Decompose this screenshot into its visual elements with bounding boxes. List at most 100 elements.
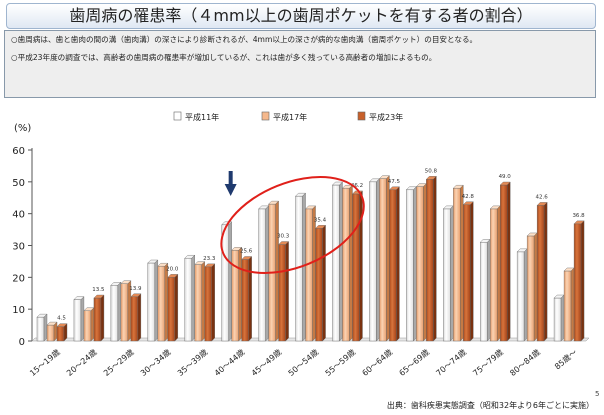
bar-front bbox=[406, 189, 414, 342]
bar bbox=[479, 238, 491, 342]
bar-front bbox=[157, 265, 166, 342]
bar-front bbox=[73, 299, 82, 342]
bar-front bbox=[369, 181, 377, 342]
bar-front bbox=[389, 189, 397, 342]
bar-front bbox=[463, 204, 471, 342]
bar-front bbox=[167, 277, 176, 342]
arrow-head bbox=[224, 184, 237, 196]
bar bbox=[56, 323, 68, 342]
bar bbox=[231, 246, 243, 342]
bar bbox=[536, 201, 548, 342]
bar-side bbox=[543, 201, 548, 342]
bar-front bbox=[258, 208, 266, 342]
data-label: 4.5 bbox=[57, 316, 66, 322]
bar-side bbox=[470, 201, 474, 342]
data-label: 20.0 bbox=[166, 266, 179, 272]
data-label: 42.6 bbox=[536, 194, 549, 200]
bar-side bbox=[164, 262, 169, 342]
legend-swatch bbox=[261, 111, 270, 121]
bar-side bbox=[396, 186, 400, 342]
bar-front bbox=[184, 258, 192, 342]
bar-front bbox=[221, 224, 229, 342]
bar bbox=[305, 205, 317, 342]
bar bbox=[204, 263, 216, 342]
legend-swatch bbox=[173, 111, 182, 121]
bar bbox=[167, 273, 179, 342]
bar-side bbox=[275, 200, 279, 342]
x-tick-label: 50～54歳 bbox=[286, 347, 320, 378]
y-tick-label: 40 bbox=[12, 210, 25, 221]
bar bbox=[120, 280, 132, 342]
bar-front bbox=[379, 178, 387, 342]
bar bbox=[278, 241, 290, 342]
bar-front bbox=[147, 262, 156, 342]
bar bbox=[315, 224, 327, 342]
bar-front bbox=[110, 285, 119, 342]
bar-front bbox=[453, 187, 461, 342]
bar-front bbox=[516, 251, 525, 342]
bar bbox=[442, 205, 454, 342]
bar-side bbox=[90, 307, 95, 342]
bar-side bbox=[533, 232, 538, 342]
note-2: ○平成23年度の調査では、高齢者の歯周病の罹患率が増加しているが、これは歯が多く… bbox=[11, 53, 437, 62]
y-tick-label: 60 bbox=[12, 146, 25, 157]
bar-front bbox=[93, 297, 102, 342]
bar bbox=[573, 220, 585, 342]
x-tick-label: 20～24歳 bbox=[64, 347, 98, 378]
bar-side bbox=[137, 293, 142, 342]
bar bbox=[368, 178, 380, 342]
bar bbox=[489, 205, 501, 342]
data-label: 50.8 bbox=[425, 168, 438, 174]
bar-side bbox=[349, 184, 353, 342]
legend-swatch bbox=[357, 111, 366, 121]
bar-side bbox=[359, 190, 363, 342]
x-tick-label: 65～69歳 bbox=[397, 347, 431, 378]
bar bbox=[452, 184, 464, 342]
bar-front bbox=[194, 264, 202, 342]
bar bbox=[83, 307, 95, 342]
page-title: 歯周病の罹患率（４mm以上の歯周ポケットを有する者の割合） bbox=[6, 3, 596, 29]
bar bbox=[415, 183, 427, 342]
data-label: 25.6 bbox=[240, 249, 253, 255]
bar bbox=[563, 267, 575, 342]
bar-side bbox=[322, 224, 326, 342]
notes-box: ○歯周病は、歯と歯肉の間の溝（歯肉溝）の深さにより診断されるが、4mm以上の深さ… bbox=[4, 30, 596, 98]
bar-front bbox=[130, 296, 139, 342]
bar-front bbox=[553, 297, 562, 342]
y-tick-label: 10 bbox=[12, 305, 25, 316]
x-tick-label: 45～49歳 bbox=[249, 347, 283, 378]
bar-front bbox=[563, 270, 572, 342]
bar bbox=[130, 293, 142, 342]
bar-side bbox=[497, 205, 501, 342]
bar-front bbox=[536, 205, 545, 342]
bar-front bbox=[342, 187, 350, 342]
bar-front bbox=[500, 184, 508, 342]
bar bbox=[147, 259, 159, 342]
bar-side bbox=[174, 273, 179, 342]
bar-front bbox=[573, 223, 582, 342]
bar-side bbox=[43, 313, 48, 342]
data-label: 13.5 bbox=[92, 287, 105, 293]
bar-front bbox=[443, 208, 451, 342]
bar-side bbox=[339, 181, 343, 342]
bar bbox=[405, 186, 417, 342]
bar bbox=[425, 175, 437, 342]
bar bbox=[553, 294, 565, 342]
bar bbox=[462, 201, 474, 342]
y-tick-label: 20 bbox=[12, 273, 25, 284]
x-tick-label: 25～29歳 bbox=[101, 347, 135, 378]
bar-front bbox=[278, 244, 286, 342]
x-tick-label: 55～59歳 bbox=[323, 347, 357, 378]
bar bbox=[221, 221, 233, 342]
bar bbox=[194, 261, 206, 342]
bar-front bbox=[305, 208, 313, 342]
x-tick-label: 40～44歳 bbox=[212, 347, 246, 378]
bar bbox=[110, 281, 122, 342]
x-tick-label: 75～79歳 bbox=[471, 347, 505, 378]
bar-front bbox=[120, 283, 129, 342]
y-tick-label: 0 bbox=[19, 337, 25, 348]
bar-front bbox=[426, 179, 434, 342]
bar-side bbox=[450, 205, 454, 342]
bar-side bbox=[302, 192, 306, 342]
